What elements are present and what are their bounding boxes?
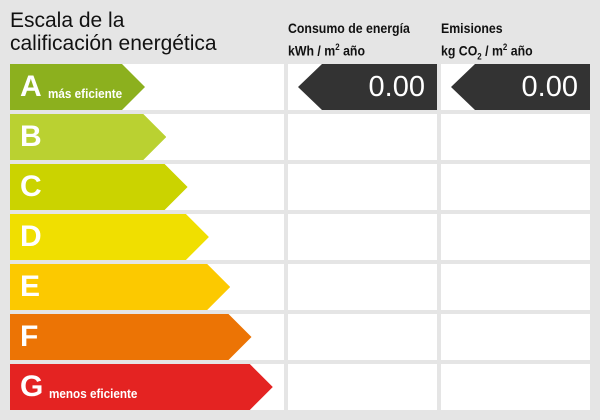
unit-sup: 2 xyxy=(502,42,508,52)
consumo-unit: kWh / m2 año xyxy=(288,38,410,61)
rating-arrow-d: D xyxy=(10,214,209,260)
rating-letter: A xyxy=(20,70,42,103)
rating-letter: E xyxy=(20,270,41,303)
row-cell xyxy=(441,214,590,260)
consumo-value: 0.00 xyxy=(298,64,437,110)
emisiones-header: Emisiones kg CO2 / m2 año xyxy=(441,19,533,66)
title-line-2: calificación energética xyxy=(10,32,217,55)
rating-letter: G xyxy=(20,370,44,403)
row-cell xyxy=(441,364,590,410)
row-cell xyxy=(288,164,437,210)
page-title: Escala de la calificación energética xyxy=(10,9,217,55)
rating-arrow-e: E xyxy=(10,264,231,310)
row-cell xyxy=(288,114,437,160)
row-cell xyxy=(441,264,590,310)
unit-sup: 2 xyxy=(335,42,340,52)
emisiones-title: Emisiones xyxy=(441,20,503,36)
rating-letter: F xyxy=(20,320,39,353)
row-cell xyxy=(288,264,437,310)
emisiones-unit: kg CO2 / m2 año xyxy=(441,38,533,66)
unit: año xyxy=(339,42,365,59)
rating-letter: B xyxy=(20,120,42,153)
row-cell xyxy=(441,314,590,360)
consumo-header: Consumo de energía kWh / m2 año xyxy=(288,19,410,61)
rating-arrow-f: F xyxy=(10,314,252,360)
unit-sub: 2 xyxy=(477,51,482,62)
rating-arrow-c: C xyxy=(10,164,188,210)
emisiones-value: 0.00 xyxy=(451,64,590,110)
rating-letter: C xyxy=(20,170,42,203)
rating-arrow-b: B xyxy=(10,114,167,160)
row-cell xyxy=(288,314,437,360)
rating-label: menos eficiente xyxy=(49,385,138,401)
unit: kg CO xyxy=(441,42,478,59)
consumo-title: Consumo de energía xyxy=(288,20,410,36)
row-cell xyxy=(288,214,437,260)
unit: kWh / m xyxy=(288,42,336,59)
title-line-1: Escala de la xyxy=(10,9,125,32)
row-cell xyxy=(441,114,590,160)
unit: / m xyxy=(481,42,503,59)
row-cell xyxy=(441,164,590,210)
rating-letter: D xyxy=(20,220,42,253)
unit: año xyxy=(507,42,533,59)
row-cell xyxy=(288,364,437,410)
rating-label: más eficiente xyxy=(47,85,122,101)
